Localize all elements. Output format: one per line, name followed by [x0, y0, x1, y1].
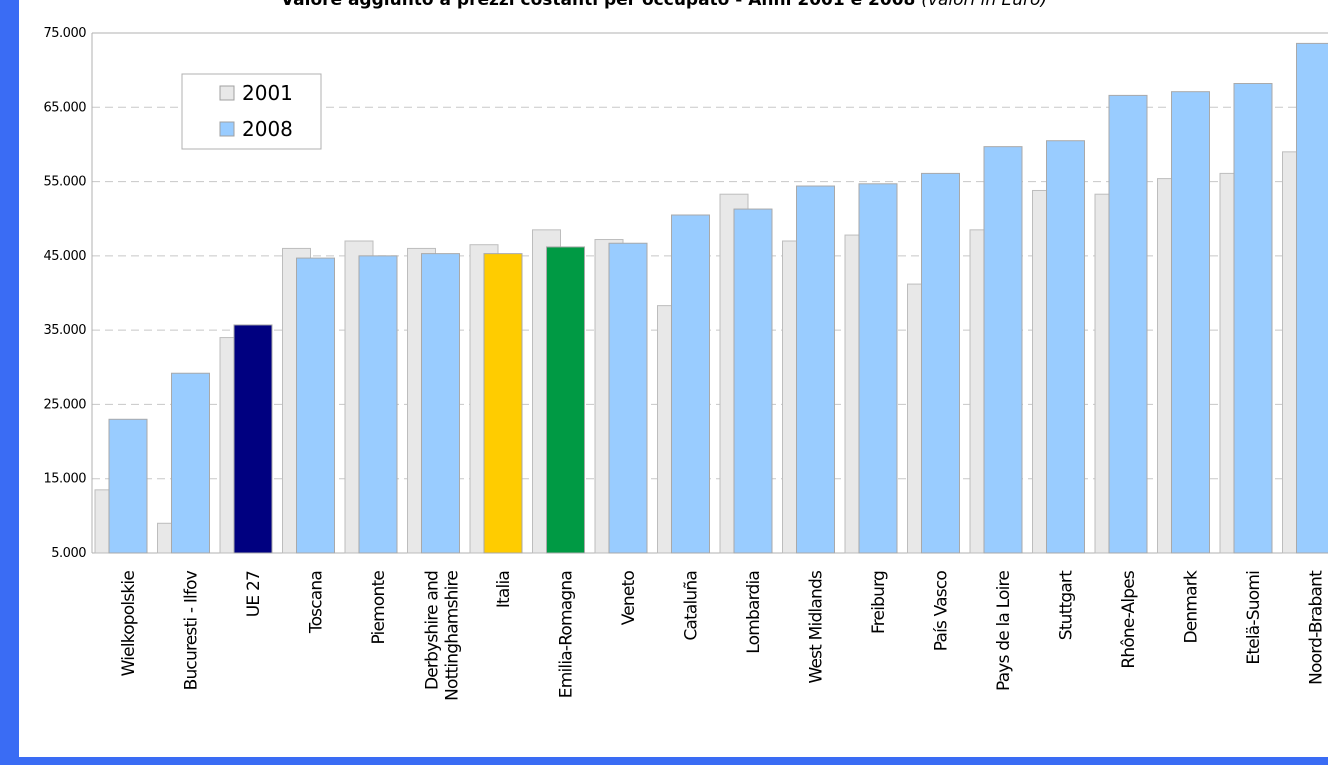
legend-label-2008: 2008: [242, 117, 293, 141]
bar-2008-denmark: [1171, 91, 1210, 554]
bar-2008-piemonte: [358, 255, 398, 554]
x-tick-label-emilia-romagna: Emilia-Romagna: [557, 571, 577, 698]
x-tick-label-lombardia: Lombardia: [744, 571, 764, 654]
legend: 2001 2008: [181, 73, 322, 150]
bar-2008-derbyshire-and-nottinghamshire: [421, 253, 460, 554]
y-tick-label: 55.000: [44, 175, 87, 190]
bar-2008-pays-de-la-loire: [983, 146, 1023, 554]
bar-2008-veneto: [608, 242, 648, 554]
y-tick-label: 25.000: [44, 397, 87, 412]
frame-bottom-bar: [0, 757, 1328, 765]
frame-left-bar: [0, 0, 19, 765]
x-tick-label-west-midlands: West Midlands: [807, 570, 827, 683]
x-tick-label-etela-suomi: Etelä-Suomi: [1244, 571, 1264, 665]
x-tick-label-toscana: Toscana: [307, 571, 327, 634]
x-tick-label-freiburg: Freiburg: [869, 571, 889, 634]
x-tick-label-bucuresti-ilfov: Bucuresti - Ilfov: [182, 570, 202, 690]
x-tick-label-italia: Italia: [494, 571, 514, 608]
chart-subtitle: (valori in Euro): [921, 0, 1048, 10]
y-tick-label: 75.000: [44, 26, 87, 41]
bar-2008-toscana: [296, 257, 335, 554]
y-tick-label: 5.000: [51, 546, 86, 561]
x-tick-label-veneto: Veneto: [619, 571, 639, 626]
chart-title: Valore aggiunto a prezzi costanti per oc…: [0, 0, 1328, 10]
bar-2008-noord-brabant: [1296, 42, 1328, 554]
x-tick-label-ue-27: UE 27: [244, 571, 264, 617]
x-tick-label-piemonte: Piemonte: [369, 571, 389, 645]
x-tick-label-derbyshire-and-nottinghamshire: Derbyshire andNottinghamshire: [423, 571, 463, 701]
x-tick-label-cataluna: Cataluña: [682, 571, 702, 641]
y-tick-label: 15.000: [44, 472, 87, 487]
x-tick-label-wielkopolskie: Wielkopolskie: [119, 571, 139, 677]
bar-2008-emilia-romagna: [546, 246, 585, 554]
x-tick-label-denmark: Denmark: [1182, 570, 1202, 643]
bars: [94, 42, 1328, 554]
bar-2008-freiburg: [858, 183, 898, 554]
y-axis-ticks: 5.000 15.000 25.000 35.000 45.000 55.000 65.00…: [44, 26, 87, 561]
bar-2008-italia: [483, 253, 523, 554]
bar-2008-stuttgart: [1046, 140, 1085, 554]
x-tick-label-pays-de-la-loire: Pays de la Loire: [994, 571, 1014, 691]
chart-title-main: Valore aggiunto a prezzi costanti per oc…: [280, 0, 916, 10]
legend-swatch-2001: [219, 85, 235, 101]
x-tick-label-pais-vasco: País Vasco: [932, 571, 952, 652]
bar-2008-wielkopolskie: [108, 418, 148, 554]
bar-2008-etela-suomi: [1233, 83, 1273, 554]
bar-2008-pais-vasco: [921, 172, 960, 554]
bar-2008-lombardia: [733, 208, 773, 554]
bar-2008-ue-27: [233, 324, 273, 554]
y-tick-label: 35.000: [44, 323, 87, 338]
x-axis-ticks: Wielkopolskie Bucuresti - Ilfov UE 27 Tosca…: [119, 570, 1327, 701]
y-tick-label: 65.000: [44, 100, 87, 115]
x-tick-label-noord-brabant: Noord-Brabant: [1307, 570, 1327, 685]
bar-2008-west-midlands: [796, 185, 835, 554]
x-tick-label-stuttgart: Stuttgart: [1057, 570, 1077, 640]
legend-label-2001: 2001: [242, 81, 293, 105]
bar-2008-rhone-alpes: [1108, 94, 1148, 554]
legend-box: [181, 73, 322, 150]
bar-2008-cataluna: [671, 214, 710, 554]
legend-swatch-2008: [219, 121, 235, 137]
bar-2008-bucuresti-ilfov: [171, 372, 210, 554]
x-tick-label-rhone-alpes: Rhône-Alpes: [1119, 570, 1139, 669]
y-tick-label: 45.000: [44, 249, 87, 264]
